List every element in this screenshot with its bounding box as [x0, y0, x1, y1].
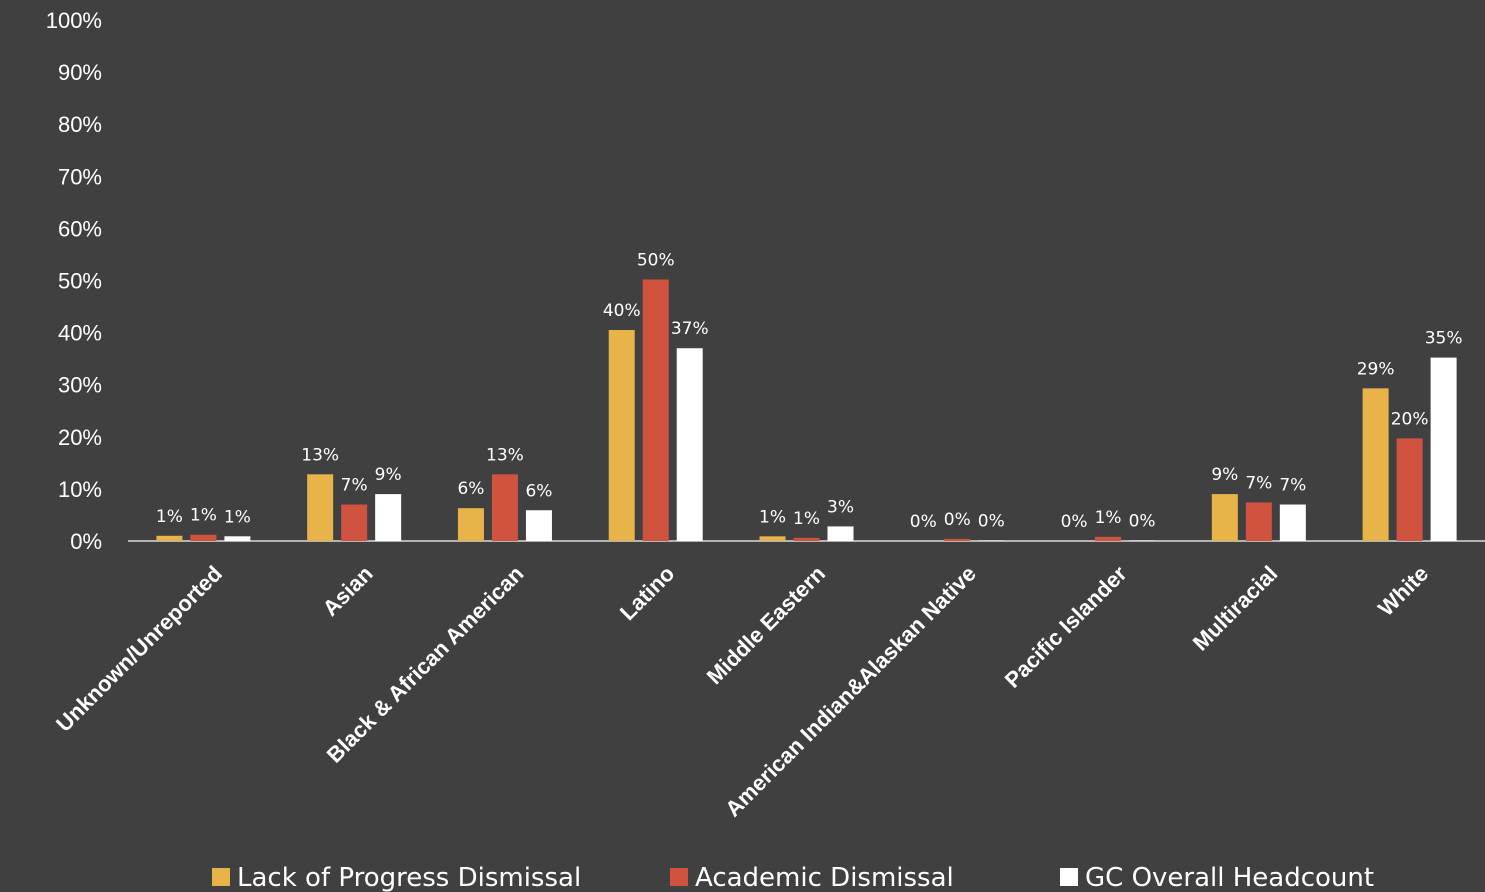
- bar-3: [375, 494, 402, 541]
- legend-swatch: [1060, 868, 1078, 886]
- bar-3: [978, 540, 1005, 541]
- bar-1: [759, 536, 786, 541]
- bar-2: [642, 279, 669, 541]
- legend-label: GC Overall Headcount: [1085, 863, 1374, 892]
- bar-2: [944, 538, 971, 541]
- data-label: 1%: [759, 507, 786, 527]
- data-label: 0%: [978, 511, 1005, 531]
- data-label: 7%: [341, 476, 368, 496]
- data-label: 6%: [525, 481, 552, 501]
- y-tick-label: 0%: [70, 529, 102, 554]
- data-label: 29%: [1357, 359, 1395, 379]
- legend-swatch: [212, 868, 230, 886]
- data-label: 35%: [1425, 329, 1463, 349]
- data-label: 7%: [1245, 473, 1272, 493]
- y-tick-label: 100%: [46, 8, 102, 33]
- y-tick-label: 90%: [58, 60, 102, 85]
- y-tick-label: 30%: [58, 373, 102, 398]
- data-label: 0%: [910, 512, 937, 532]
- x-category-label: Asian: [318, 561, 378, 621]
- data-label: 6%: [457, 479, 484, 499]
- data-label: 0%: [944, 510, 971, 530]
- bar-2: [793, 537, 820, 541]
- bar-3: [1430, 357, 1457, 541]
- x-category-label: Middle Eastern: [702, 561, 830, 689]
- legend-label: Lack of Progress Dismissal: [237, 863, 581, 892]
- bar-1: [457, 508, 484, 541]
- data-label: 1%: [156, 507, 183, 527]
- data-label: 37%: [671, 319, 709, 339]
- y-tick-label: 20%: [58, 425, 102, 450]
- bar-2: [190, 534, 217, 541]
- data-label: 9%: [1211, 465, 1238, 485]
- data-label: 40%: [603, 301, 641, 321]
- data-label: 13%: [301, 445, 339, 465]
- bar-2: [1396, 438, 1423, 541]
- data-label: 20%: [1391, 409, 1429, 429]
- bar-1: [307, 474, 334, 541]
- data-label: 9%: [375, 465, 402, 485]
- bar-1: [1362, 388, 1389, 541]
- x-category-label: Unknown/Unreported: [51, 561, 227, 737]
- data-label: 3%: [827, 497, 854, 517]
- data-label: 1%: [190, 506, 217, 526]
- data-label: 50%: [637, 250, 675, 270]
- y-tick-label: 60%: [58, 216, 102, 241]
- y-tick-label: 40%: [58, 321, 102, 346]
- y-tick-label: 70%: [58, 164, 102, 189]
- bar-1: [156, 535, 183, 541]
- y-tick-label: 80%: [58, 112, 102, 137]
- x-category-label: Pacific Islander: [1000, 561, 1132, 693]
- y-tick-label: 50%: [58, 269, 102, 294]
- legend-label: Academic Dismissal: [695, 863, 954, 892]
- data-label: 1%: [1095, 508, 1122, 528]
- y-tick-label: 10%: [58, 477, 102, 502]
- bar-3: [827, 526, 854, 541]
- data-label: 0%: [1129, 511, 1156, 531]
- data-label: 13%: [486, 445, 524, 465]
- x-category-label: American Indian&Alaskan Native: [720, 561, 981, 822]
- bar-1: [608, 329, 635, 541]
- bar-3: [676, 348, 703, 541]
- bar-1: [1211, 494, 1238, 541]
- bar-2: [491, 474, 518, 541]
- data-label: 0%: [1061, 512, 1088, 532]
- legend-swatch: [670, 868, 688, 886]
- x-category-label: White: [1373, 561, 1433, 621]
- bar-2: [1245, 502, 1272, 541]
- bar-2: [341, 504, 368, 541]
- bar-3: [525, 510, 552, 541]
- bar-3: [1129, 540, 1156, 541]
- data-label: 7%: [1279, 476, 1306, 496]
- bar-3: [1279, 504, 1306, 541]
- bar-3: [224, 536, 251, 541]
- data-label: 1%: [793, 509, 820, 529]
- data-label: 1%: [224, 507, 251, 527]
- x-category-label: Latino: [615, 561, 679, 625]
- bar-2: [1095, 536, 1122, 541]
- x-category-label: Multiracial: [1188, 561, 1283, 656]
